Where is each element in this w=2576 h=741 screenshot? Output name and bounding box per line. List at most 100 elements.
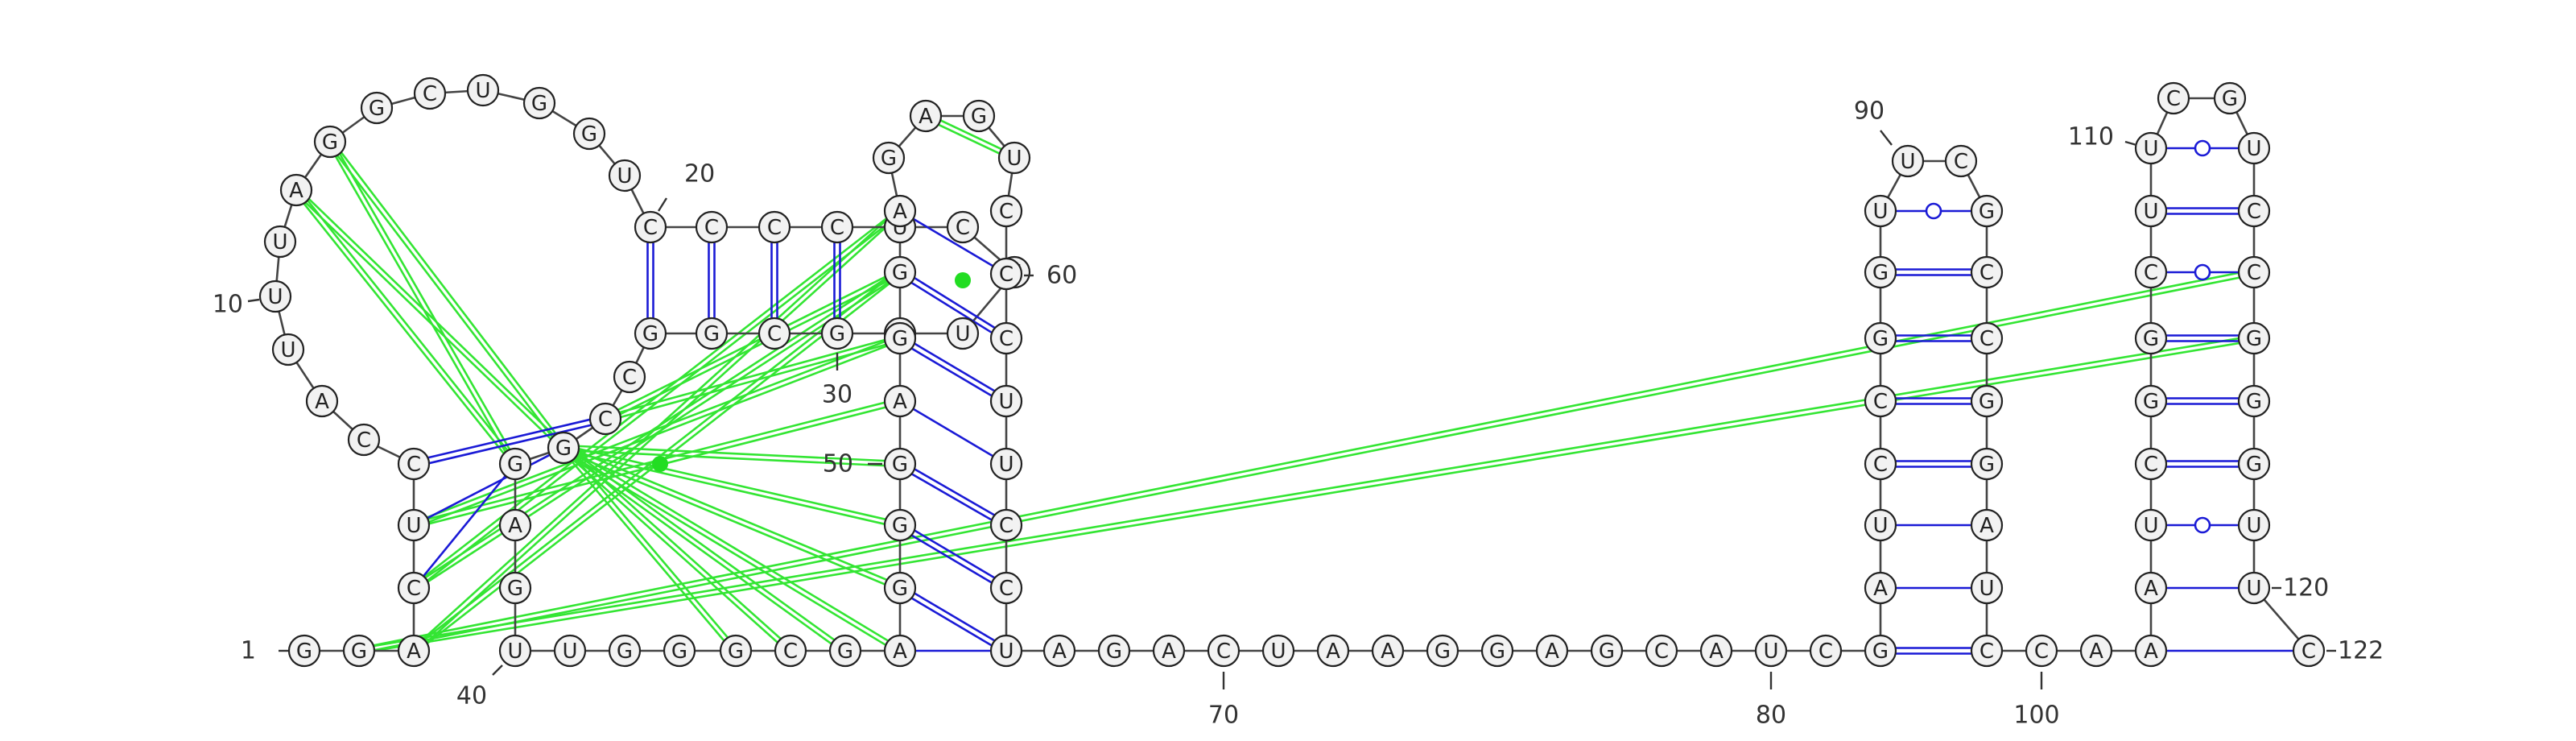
nucleotide-letter: C xyxy=(1818,640,1833,664)
nucleotide-circle xyxy=(883,384,917,418)
nucleotide-letter: C xyxy=(783,640,798,664)
nucleotide-circle xyxy=(2134,131,2168,165)
nucleotide-circle xyxy=(883,194,917,228)
nucleotide-letter: C xyxy=(2144,261,2158,285)
nucleotide-108: G xyxy=(2134,321,2168,355)
nucleotide-85: U xyxy=(1864,508,1897,542)
nucleotide-letter: U xyxy=(2246,577,2261,601)
nucleotide-letter: U xyxy=(1979,577,1994,601)
position-label: 40 xyxy=(456,682,487,710)
nucleotide-letter: A xyxy=(1381,640,1395,664)
tertiary-interaction-line xyxy=(359,273,2255,655)
nucleotide-letter: U xyxy=(2246,137,2261,161)
nucleotide-65: C xyxy=(989,571,1023,605)
nucleotide-16: U xyxy=(466,73,500,107)
nucleotide-letter: G xyxy=(728,640,744,664)
nucleotide-circle xyxy=(608,159,642,192)
nucleotide-circle xyxy=(872,141,906,175)
nucleotide-letter: G xyxy=(1872,327,1889,351)
nucleotide-circle xyxy=(1864,384,1897,418)
nucleotide-circle xyxy=(2134,571,2168,605)
nucleotide-1: G xyxy=(287,634,321,668)
position-label: 70 xyxy=(1208,702,1239,730)
nucleotide-58: U xyxy=(997,141,1031,175)
position-tick xyxy=(247,298,260,303)
nucleotide-letter: U xyxy=(272,230,287,255)
nucleotide-letter: A xyxy=(893,390,907,414)
nucleotide-circle xyxy=(2237,571,2271,605)
position-tick xyxy=(1880,130,1893,146)
nucleotide-112: C xyxy=(2157,81,2190,115)
nucleotide-113: G xyxy=(2213,81,2247,115)
nucleotide-circle xyxy=(1970,384,2004,418)
nucleotide-circle xyxy=(2134,384,2168,418)
nucleotide-circle xyxy=(820,210,854,244)
nucleotide-circle xyxy=(1645,634,1678,668)
nucleotide-99: U xyxy=(1970,571,2004,605)
nucleotide-circle xyxy=(989,571,1023,605)
nucleotide-45: C xyxy=(774,634,807,668)
nucleotide-100: C xyxy=(1970,634,2004,668)
nucleotide-circle xyxy=(1970,571,2004,605)
nucleotide-circle xyxy=(2237,321,2271,355)
nucleotide-circle xyxy=(1042,634,1076,668)
nucleotide-circle xyxy=(695,210,729,244)
nucleotide-circle xyxy=(2237,508,2271,542)
nucleotide-circle xyxy=(287,634,321,668)
nucleotide-letter: G xyxy=(2222,87,2238,111)
nucleotide-8: A xyxy=(305,384,339,418)
nucleotide-40: U xyxy=(498,634,532,668)
nucleotide-letter: G xyxy=(892,261,908,285)
nucleotide-letter: U xyxy=(562,640,577,664)
nucleotide-letter: C xyxy=(2144,453,2158,477)
tertiary-interaction-line xyxy=(924,117,1014,161)
tertiary-interaction-line xyxy=(564,444,901,463)
nucleotide-96: G xyxy=(1970,384,2004,418)
nucleotide-letter: G xyxy=(881,147,897,171)
position-label: 90 xyxy=(1854,97,1885,126)
base-pair-line xyxy=(427,418,591,459)
position-label: 50 xyxy=(823,450,853,478)
nucleotide-23: C xyxy=(820,210,854,244)
nucleotide-circle xyxy=(1864,194,1897,228)
nucleotide-letter: G xyxy=(2246,453,2262,477)
nucleotide-circle xyxy=(2025,634,2058,668)
base-pair-line xyxy=(910,347,993,397)
tertiary-interaction-line xyxy=(560,449,735,653)
base-pair-line xyxy=(911,473,993,521)
nucleotide-22: C xyxy=(758,210,791,244)
position-label: 10 xyxy=(213,291,243,319)
nucleotide-circle xyxy=(1970,255,2004,289)
nucleotide-circle xyxy=(909,99,943,133)
nucleotide-102: A xyxy=(2079,634,2113,668)
tertiary-interaction-line xyxy=(926,113,1016,157)
nucleotide-109: C xyxy=(2134,255,2168,289)
base-pair-line xyxy=(914,592,996,642)
nucleotide-61: C xyxy=(989,321,1023,355)
nucleotide-circle xyxy=(663,634,696,668)
nucleotide-letter: U xyxy=(475,79,490,103)
nucleotide-49: G xyxy=(883,508,917,542)
nucleotide-letter: C xyxy=(1979,261,1994,285)
nucleotide-32: G xyxy=(695,317,729,350)
nucleotide-letter: G xyxy=(642,322,658,346)
nucleotide-circle xyxy=(883,447,917,481)
nucleotide-circle xyxy=(263,225,297,259)
nucleotide-letter: G xyxy=(2143,390,2159,414)
nucleotide-circle xyxy=(608,634,642,668)
nucleotide-84: A xyxy=(1864,571,1897,605)
nucleotide-circle xyxy=(820,317,854,350)
nucleotide-105: U xyxy=(2134,508,2168,542)
nucleotide-54: A xyxy=(883,194,917,228)
nucleotide-circle xyxy=(989,447,1023,481)
nucleotide-letter: G xyxy=(2246,327,2262,351)
tertiary-interaction-line xyxy=(327,143,563,450)
nucleotide-circle xyxy=(397,634,431,668)
nucleotide-circle xyxy=(1754,634,1788,668)
nucleotide-106: C xyxy=(2134,447,2168,481)
nucleotide-120: U xyxy=(2237,508,2271,542)
nucleotide-letter: C xyxy=(2034,640,2049,664)
tertiary-interaction-line xyxy=(359,339,2255,655)
nucleotide-circle xyxy=(1864,634,1897,668)
nucleotide-circle xyxy=(695,317,729,350)
